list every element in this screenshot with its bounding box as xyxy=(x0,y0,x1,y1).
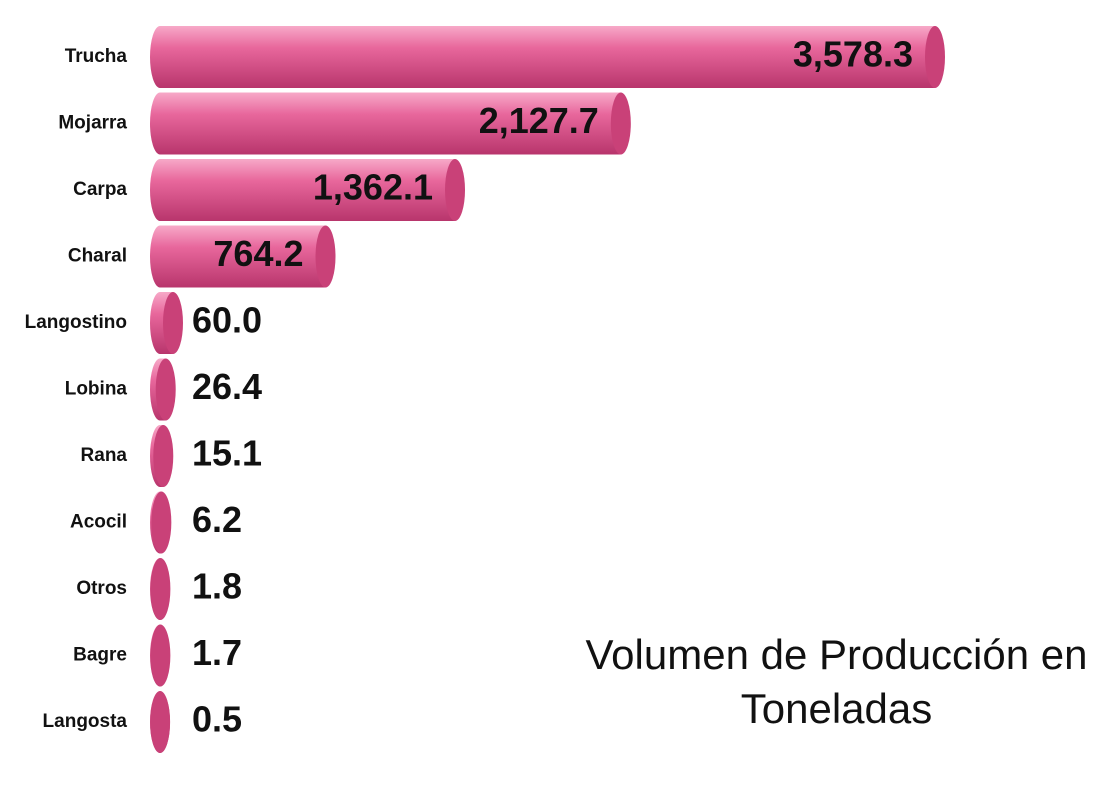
bar xyxy=(150,225,336,288)
bar-part xyxy=(155,358,176,421)
bar xyxy=(150,491,172,554)
bar-part xyxy=(150,558,171,620)
bar xyxy=(150,558,171,620)
category-label: Carpa xyxy=(73,179,127,200)
bar-part xyxy=(160,159,456,221)
value-label: 60.0 xyxy=(192,300,262,341)
category-label: Trucha xyxy=(65,46,128,67)
value-label: 6.2 xyxy=(192,499,242,540)
category-label: Charal xyxy=(68,246,127,267)
value-label: 1,362.1 xyxy=(313,167,433,208)
bar-part xyxy=(153,425,174,487)
value-label: 3,578.3 xyxy=(793,34,913,75)
bar-part xyxy=(160,92,621,155)
bar-part xyxy=(160,225,326,288)
bar-part xyxy=(162,292,183,354)
category-label: Acocil xyxy=(70,512,127,533)
bar-part xyxy=(445,159,466,221)
value-label: 764.2 xyxy=(213,233,303,274)
value-label: 0.5 xyxy=(192,699,242,740)
bar-part xyxy=(315,225,336,288)
bar-part xyxy=(160,26,935,88)
bar-part xyxy=(610,92,631,155)
category-label: Rana xyxy=(81,445,128,466)
bar xyxy=(150,159,466,221)
category-label: Langosta xyxy=(43,711,128,732)
bar xyxy=(150,92,631,155)
chart-title: Volumen de Producción en Toneladas xyxy=(585,631,1088,732)
bar xyxy=(150,425,174,487)
bar-part xyxy=(925,26,945,88)
category-label: Bagre xyxy=(73,645,127,666)
value-label: 1.8 xyxy=(192,566,242,607)
value-label: 2,127.7 xyxy=(479,100,599,141)
category-label: Otros xyxy=(76,578,127,599)
value-label: 1.7 xyxy=(192,632,242,673)
bar xyxy=(150,26,945,88)
bar xyxy=(150,624,171,687)
bar-part xyxy=(151,491,172,554)
category-label: Langostino xyxy=(25,312,127,333)
value-label: 26.4 xyxy=(192,366,262,407)
bar xyxy=(150,292,183,354)
bar-part xyxy=(150,624,171,687)
category-label: Lobina xyxy=(65,379,128,400)
value-label: 15.1 xyxy=(192,433,262,474)
bar-part xyxy=(150,691,171,753)
bar xyxy=(150,358,176,421)
category-label: Mojarra xyxy=(58,113,127,134)
bar xyxy=(150,691,171,753)
